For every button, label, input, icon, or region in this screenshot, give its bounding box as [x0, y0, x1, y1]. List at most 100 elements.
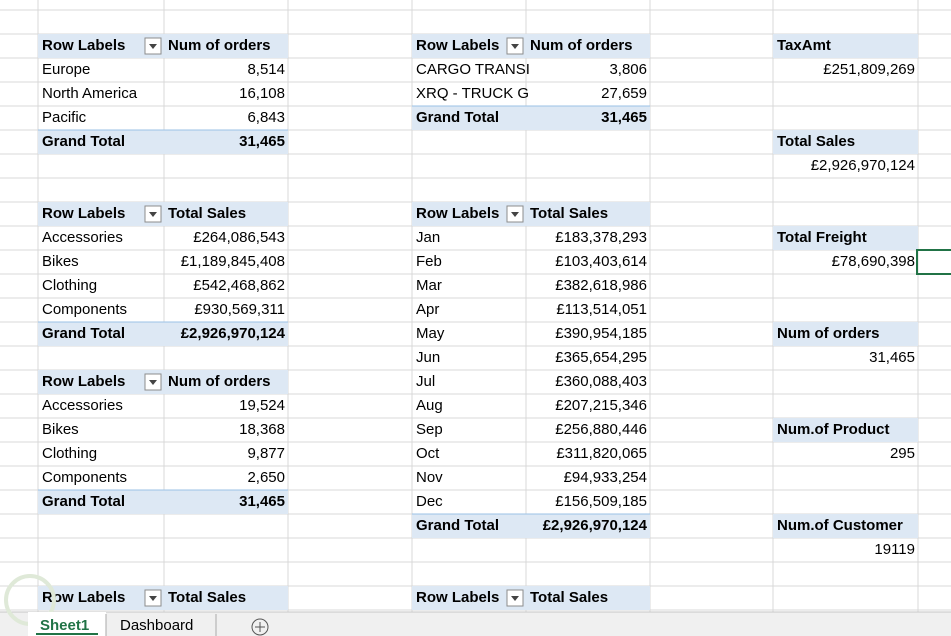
row-value: 8,514: [247, 61, 285, 78]
pivot-header-bg: [38, 34, 288, 58]
row-label: Feb: [416, 253, 442, 270]
row-value: £365,654,295: [555, 349, 647, 366]
row-value: £264,086,543: [193, 229, 285, 246]
card-label: Total Freight: [777, 229, 867, 246]
card-label: Num of orders: [777, 325, 880, 342]
filter-arrow: [511, 212, 519, 217]
card-header-bg: [773, 514, 918, 538]
row-label: Accessories: [42, 397, 123, 414]
row-label: May: [416, 325, 445, 342]
row-value: 6,843: [247, 109, 285, 126]
grand-total-label: Grand Total: [416, 517, 499, 534]
filter-arrow: [511, 44, 519, 49]
grand-total-value: 31,465: [601, 109, 647, 126]
row-value: £311,820,065: [556, 445, 647, 462]
grand-total-value: £2,926,970,124: [543, 517, 648, 534]
selected-cell: [916, 249, 951, 275]
grand-total-bg: [412, 514, 650, 538]
tab-bar: [0, 612, 951, 636]
filter-arrow: [149, 44, 157, 49]
add-sheet-button[interactable]: [251, 618, 269, 636]
pivot-header: Row Labels: [416, 589, 499, 606]
row-label: Bikes: [42, 253, 79, 270]
pivot-header: Total Sales: [530, 589, 608, 606]
row-label: Sep: [416, 421, 443, 438]
pivot-header: Row Labels: [416, 205, 499, 222]
filter-arrow: [511, 596, 519, 601]
row-label: Pacific: [42, 109, 87, 126]
row-label: Jul: [416, 373, 435, 390]
pivot-header: Total Sales: [530, 205, 608, 222]
row-value: 27,659: [601, 85, 647, 102]
filter-arrow: [149, 596, 157, 601]
pivot-header-bg: [412, 586, 650, 610]
row-label: Apr: [416, 301, 439, 318]
pivot-header-bg: [38, 202, 288, 226]
card-value: 31,465: [869, 349, 915, 366]
row-value: £103,403,614: [555, 253, 647, 270]
row-value: £94,933,254: [564, 469, 647, 486]
grand-total-bg: [38, 322, 288, 346]
row-value: £360,088,403: [555, 373, 647, 390]
add-sheet-plus: [255, 622, 265, 632]
row-value: 2,650: [247, 469, 285, 486]
filter-arrow: [149, 380, 157, 385]
grand-total-bg: [38, 130, 288, 154]
card-header-bg: [773, 226, 918, 250]
row-label: North America: [42, 85, 138, 102]
card-header-bg: [773, 322, 918, 346]
card-value: £251,809,269: [823, 61, 915, 78]
card-label: Num.of Product: [777, 421, 890, 438]
row-label: Dec: [416, 493, 443, 510]
pivot-header-bg: [412, 202, 650, 226]
card-header-bg: [773, 130, 918, 154]
row-label: Nov: [416, 469, 443, 486]
card-value: 295: [890, 445, 915, 462]
pivot-header: Row Labels: [42, 205, 125, 222]
pivot-header-bg: [38, 586, 288, 610]
pivot-header: Num of orders: [168, 37, 271, 54]
card-label: Total Sales: [777, 133, 855, 150]
row-label: Components: [42, 469, 127, 486]
grand-total-value: 31,465: [239, 133, 285, 150]
pivot-header: Row Labels: [42, 589, 125, 606]
pivot-header-bg: [412, 34, 650, 58]
card-label: Num.of Customer: [777, 517, 903, 534]
grand-total-bg: [412, 106, 650, 130]
row-label: Accessories: [42, 229, 123, 246]
row-label: Oct: [416, 445, 440, 462]
grand-total-label: Grand Total: [42, 493, 125, 510]
row-label: Aug: [416, 397, 443, 414]
row-value: £1,189,845,408: [181, 253, 285, 270]
row-value: £113,514,051: [556, 301, 647, 318]
pivot-header: Row Labels: [42, 37, 125, 54]
sheet-tab[interactable]: Dashboard: [120, 617, 193, 634]
card-value: £78,690,398: [832, 253, 915, 270]
row-label: XRQ - TRUCK G: [416, 85, 529, 102]
card-value: 19119: [874, 541, 915, 558]
grand-total-label: Grand Total: [42, 133, 125, 150]
card-header-bg: [773, 418, 918, 442]
pivot-header: Row Labels: [416, 37, 499, 54]
pivot-header-bg: [38, 370, 288, 394]
sheet-tab[interactable]: Sheet1: [40, 617, 89, 634]
grand-total-value: £2,926,970,124: [181, 325, 286, 342]
row-value: £930,569,311: [194, 301, 285, 318]
row-label: Mar: [416, 277, 442, 294]
active-tab: [28, 612, 106, 636]
card-value: £2,926,970,124: [811, 157, 915, 174]
pivot-header: Row Labels: [42, 373, 125, 390]
row-label: Europe: [42, 61, 90, 78]
row-value: 16,108: [239, 85, 285, 102]
grand-total-value: 31,465: [239, 493, 285, 510]
row-label: Clothing: [42, 277, 97, 294]
card-header-bg: [773, 34, 918, 58]
grand-total-label: Grand Total: [416, 109, 499, 126]
row-value: £382,618,986: [555, 277, 647, 294]
row-value: £542,468,862: [193, 277, 285, 294]
row-value: £390,954,185: [555, 325, 647, 342]
row-label: CARGO TRANSI: [416, 61, 530, 78]
pivot-header: Num of orders: [530, 37, 633, 54]
row-value: £207,215,346: [555, 397, 647, 414]
